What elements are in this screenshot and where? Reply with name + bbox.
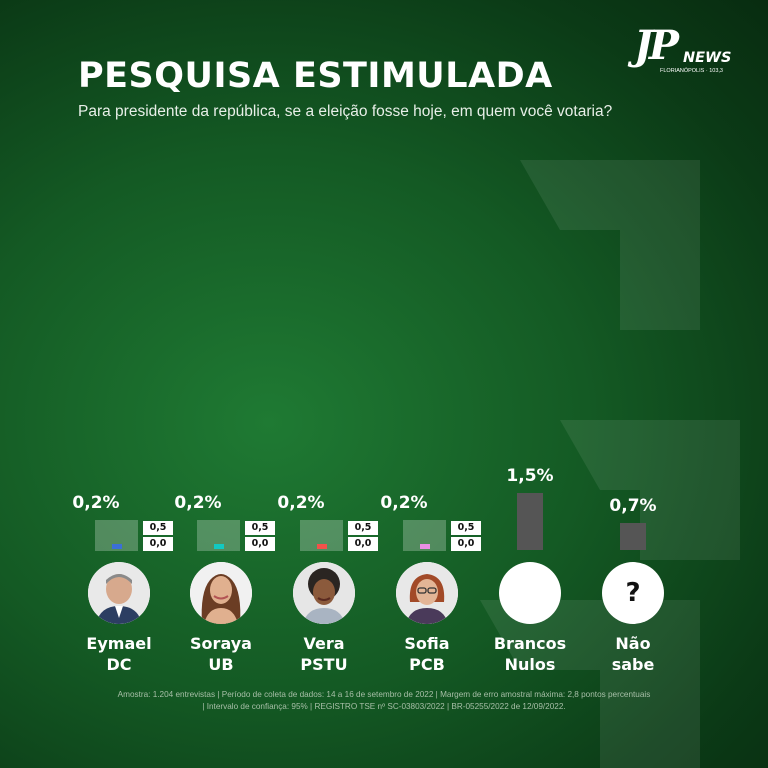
candidate-column: 0,7%? Não sabe <box>583 0 683 768</box>
footer-line-1: Amostra: 1.204 entrevistas | Período de … <box>117 690 651 699</box>
candidate-photo <box>293 562 355 624</box>
range-min-label: 0,0 <box>451 537 481 551</box>
category-label: Vera PSTU <box>274 633 374 675</box>
methodology-footer: Amostra: 1.204 entrevistas | Período de … <box>0 689 768 713</box>
candidate-photo <box>190 562 252 624</box>
bar <box>317 544 327 549</box>
bar <box>112 544 122 549</box>
category-label-line-2: PSTU <box>300 655 348 674</box>
category-label-line-1: Não <box>615 634 651 653</box>
candidate-column: 0,2% 0,5 0,0 Eymael DC <box>69 0 173 768</box>
bar-range-box <box>300 520 343 551</box>
range-max-label: 0,5 <box>245 521 275 535</box>
question-icon: ? <box>602 562 664 624</box>
range-max-label: 0,5 <box>143 521 173 535</box>
bar-range-box <box>197 520 240 551</box>
category-label: Sofia PCB <box>377 633 477 675</box>
jp-news-logo: JP NEWS FLORIANÓPOLIS · 103,3 <box>634 26 738 76</box>
candidate-photo <box>88 562 150 624</box>
logo-mark: JP <box>634 22 679 69</box>
value-label: 0,7% <box>609 496 657 516</box>
range-min-label: 0,0 <box>245 537 275 551</box>
question-mark: ? <box>625 578 641 608</box>
category-label-line-1: Soraya <box>190 634 252 653</box>
category-label-line-1: Brancos <box>493 634 567 653</box>
category-label-line-2: PCB <box>409 655 445 674</box>
bar <box>620 523 646 550</box>
bar-range-box <box>95 520 138 551</box>
candidate-photo <box>396 562 458 624</box>
category-label-line-2: UB <box>208 655 234 674</box>
category-label-line-1: Eymael <box>86 634 152 653</box>
bar-range-box <box>403 520 446 551</box>
category-label: Brancos Nulos <box>480 633 580 675</box>
value-label: 1,5% <box>506 466 554 486</box>
candidate-column: 0,2% 0,5 0,0 Sofia PCB <box>377 0 481 768</box>
footer-line-2: | Intervalo de confiança: 95% | REGISTRO… <box>202 702 566 711</box>
range-min-label: 0,0 <box>348 537 378 551</box>
range-max-label: 0,5 <box>348 521 378 535</box>
bar <box>420 544 430 549</box>
range-max-label: 0,5 <box>451 521 481 535</box>
category-label-line-2: sabe <box>611 655 655 674</box>
category-label: Não sabe <box>583 633 683 675</box>
value-label: 0,2% <box>380 493 428 513</box>
category-label-line-2: Nulos <box>504 655 556 674</box>
blank-circle <box>499 562 561 624</box>
category-label: Soraya UB <box>171 633 271 675</box>
logo-city: FLORIANÓPOLIS · 103,3 <box>660 68 723 74</box>
value-label: 0,2% <box>72 493 120 513</box>
value-label: 0,2% <box>277 493 325 513</box>
candidate-column: 0,2% 0,5 0,0 Soraya UB <box>171 0 275 768</box>
page-subtitle: Para presidente da república, se a eleiç… <box>78 103 613 120</box>
bar <box>517 493 543 550</box>
page-title: PESQUISA ESTIMULADA <box>78 56 553 96</box>
candidate-column: 0,2% 0,5 0,0 Vera PSTU <box>274 0 378 768</box>
bar <box>214 544 224 549</box>
category-label-line-2: DC <box>106 655 132 674</box>
value-label: 0,2% <box>174 493 222 513</box>
category-label-line-1: Vera <box>303 634 345 653</box>
category-label: Eymael DC <box>69 633 169 675</box>
logo-word: NEWS <box>683 50 732 66</box>
candidate-column: 1,5% Brancos Nulos <box>480 0 580 768</box>
category-label-line-1: Sofia <box>404 634 450 653</box>
range-min-label: 0,0 <box>143 537 173 551</box>
